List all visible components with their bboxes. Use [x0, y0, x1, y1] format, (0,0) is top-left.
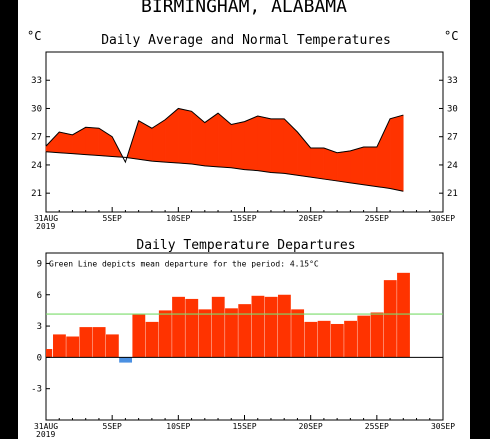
warm-anomaly-segment [244, 115, 258, 171]
departure-chart: Green Line depicts mean departure for th… [31, 252, 455, 439]
warm-anomaly-segment [231, 121, 245, 170]
departure-bar [53, 334, 66, 358]
y-tick-label-right: 33 [447, 76, 458, 86]
departure-bar [105, 334, 119, 358]
warm-anomaly-segment [58, 131, 73, 154]
x-tick-label: 10SEP [166, 214, 190, 223]
departure-bar [317, 320, 331, 358]
y-tick-label: 3 [37, 322, 42, 332]
x-tick-label: 15SEP [232, 422, 256, 431]
year-label: 2019 [36, 430, 55, 439]
departure-bar [211, 296, 225, 358]
departure-bar [238, 304, 252, 358]
x-tick-label: 10SEP [166, 422, 190, 431]
departure-bar [264, 296, 278, 358]
chart2-title: Daily Temperature Departures [136, 238, 355, 253]
y-tick-label-right: 27 [447, 133, 458, 143]
departure-bar [79, 327, 93, 358]
departure-bar [397, 272, 410, 358]
x-tick-label: 31AUG [34, 214, 58, 223]
departure-bar [185, 298, 199, 358]
y-tick-label-right: 24 [447, 161, 458, 171]
x-tick-label: 5SEP [103, 422, 122, 431]
location-title: BIRMINGHAM, ALABAMA [141, 0, 347, 17]
departure-bar [251, 295, 265, 358]
departure-bar [357, 315, 371, 358]
warm-anomaly-segment [310, 147, 325, 180]
warm-anomaly-segment [336, 150, 351, 184]
temperature-chart: 21 21 24 24 27 27 30 30 33 33 31AUG 5SEP 10SEP 15SEP 2… [31, 51, 458, 231]
warm-anomaly-segment [257, 115, 272, 173]
x-tick-label: 25SEP [365, 422, 389, 431]
y-tick-label: 6 [37, 291, 42, 301]
y-tick-label: 27 [31, 133, 42, 143]
y-tick-label: 21 [31, 189, 42, 199]
y-tick-label: 30 [31, 104, 42, 114]
chart1-title: Daily Average and Normal Temperatures [101, 33, 391, 48]
daily-average-line [45, 107, 404, 164]
y-tick-label-right: 30 [447, 104, 458, 114]
warm-anomaly-segment [363, 146, 378, 187]
normal-temperature-line [45, 151, 404, 192]
departure-bar [172, 296, 185, 358]
unit-right-label: °C [444, 29, 458, 43]
warm-anomaly-segment [85, 127, 100, 156]
temperature-area-layer [45, 107, 404, 192]
warm-anomaly-segment [270, 118, 285, 174]
departure-bar [370, 312, 384, 358]
departure-bar [145, 321, 159, 358]
y-tick-label: 0 [37, 353, 42, 363]
departure-bar [66, 336, 80, 358]
departure-axes: -3 0 3 6 9 31AUG 5SEP 10SEP 15SEP 20SEP 25SEP 30SEP… [31, 259, 455, 439]
mean-departure-annotation: Green Line depicts mean departure for th… [49, 259, 319, 268]
chart-panel: BIRMINGHAM, ALABAMA °C °C Daily Average … [18, 0, 470, 439]
x-tick-label: 20SEP [299, 422, 323, 431]
y-tick-label: -3 [31, 385, 42, 395]
warm-anomaly-segment [389, 114, 404, 192]
temperature-axes: 21 21 24 24 27 27 30 30 33 33 31AUG 5SEP 10SEP 15SEP 2… [31, 76, 458, 231]
x-tick-label: 25SEP [365, 214, 389, 223]
departure-bar [198, 309, 212, 358]
departure-bar [277, 294, 291, 358]
year-label: 2019 [36, 222, 55, 231]
departure-bar [92, 327, 106, 358]
departure-bar [344, 320, 357, 358]
x-tick-label: 20SEP [299, 214, 323, 223]
unit-left-label: °C [27, 29, 41, 43]
y-tick-label: 9 [37, 259, 42, 269]
departure-bar [132, 314, 146, 358]
departure-bar [383, 280, 397, 358]
departure-bar [330, 323, 344, 358]
departure-bar [304, 321, 318, 358]
departure-bar [225, 308, 238, 358]
departure-bar [291, 309, 305, 358]
departure-bar [119, 357, 133, 363]
y-tick-label-right: 21 [447, 189, 458, 199]
y-tick-label: 24 [31, 161, 42, 171]
x-tick-label: 31AUG [34, 422, 58, 431]
warm-anomaly-segment [323, 147, 338, 182]
x-tick-label: 30SEP [431, 422, 455, 431]
x-tick-label: 15SEP [232, 214, 256, 223]
chart-figure: BIRMINGHAM, ALABAMA °C °C Daily Average … [27, 0, 458, 439]
y-tick-label: 33 [31, 76, 42, 86]
departure-bar [46, 349, 53, 358]
x-tick-label: 30SEP [431, 214, 455, 223]
departure-bar [158, 310, 172, 358]
warm-anomaly-segment [178, 108, 192, 165]
x-tick-label: 5SEP [103, 214, 122, 223]
warm-anomaly-segment [350, 146, 364, 185]
